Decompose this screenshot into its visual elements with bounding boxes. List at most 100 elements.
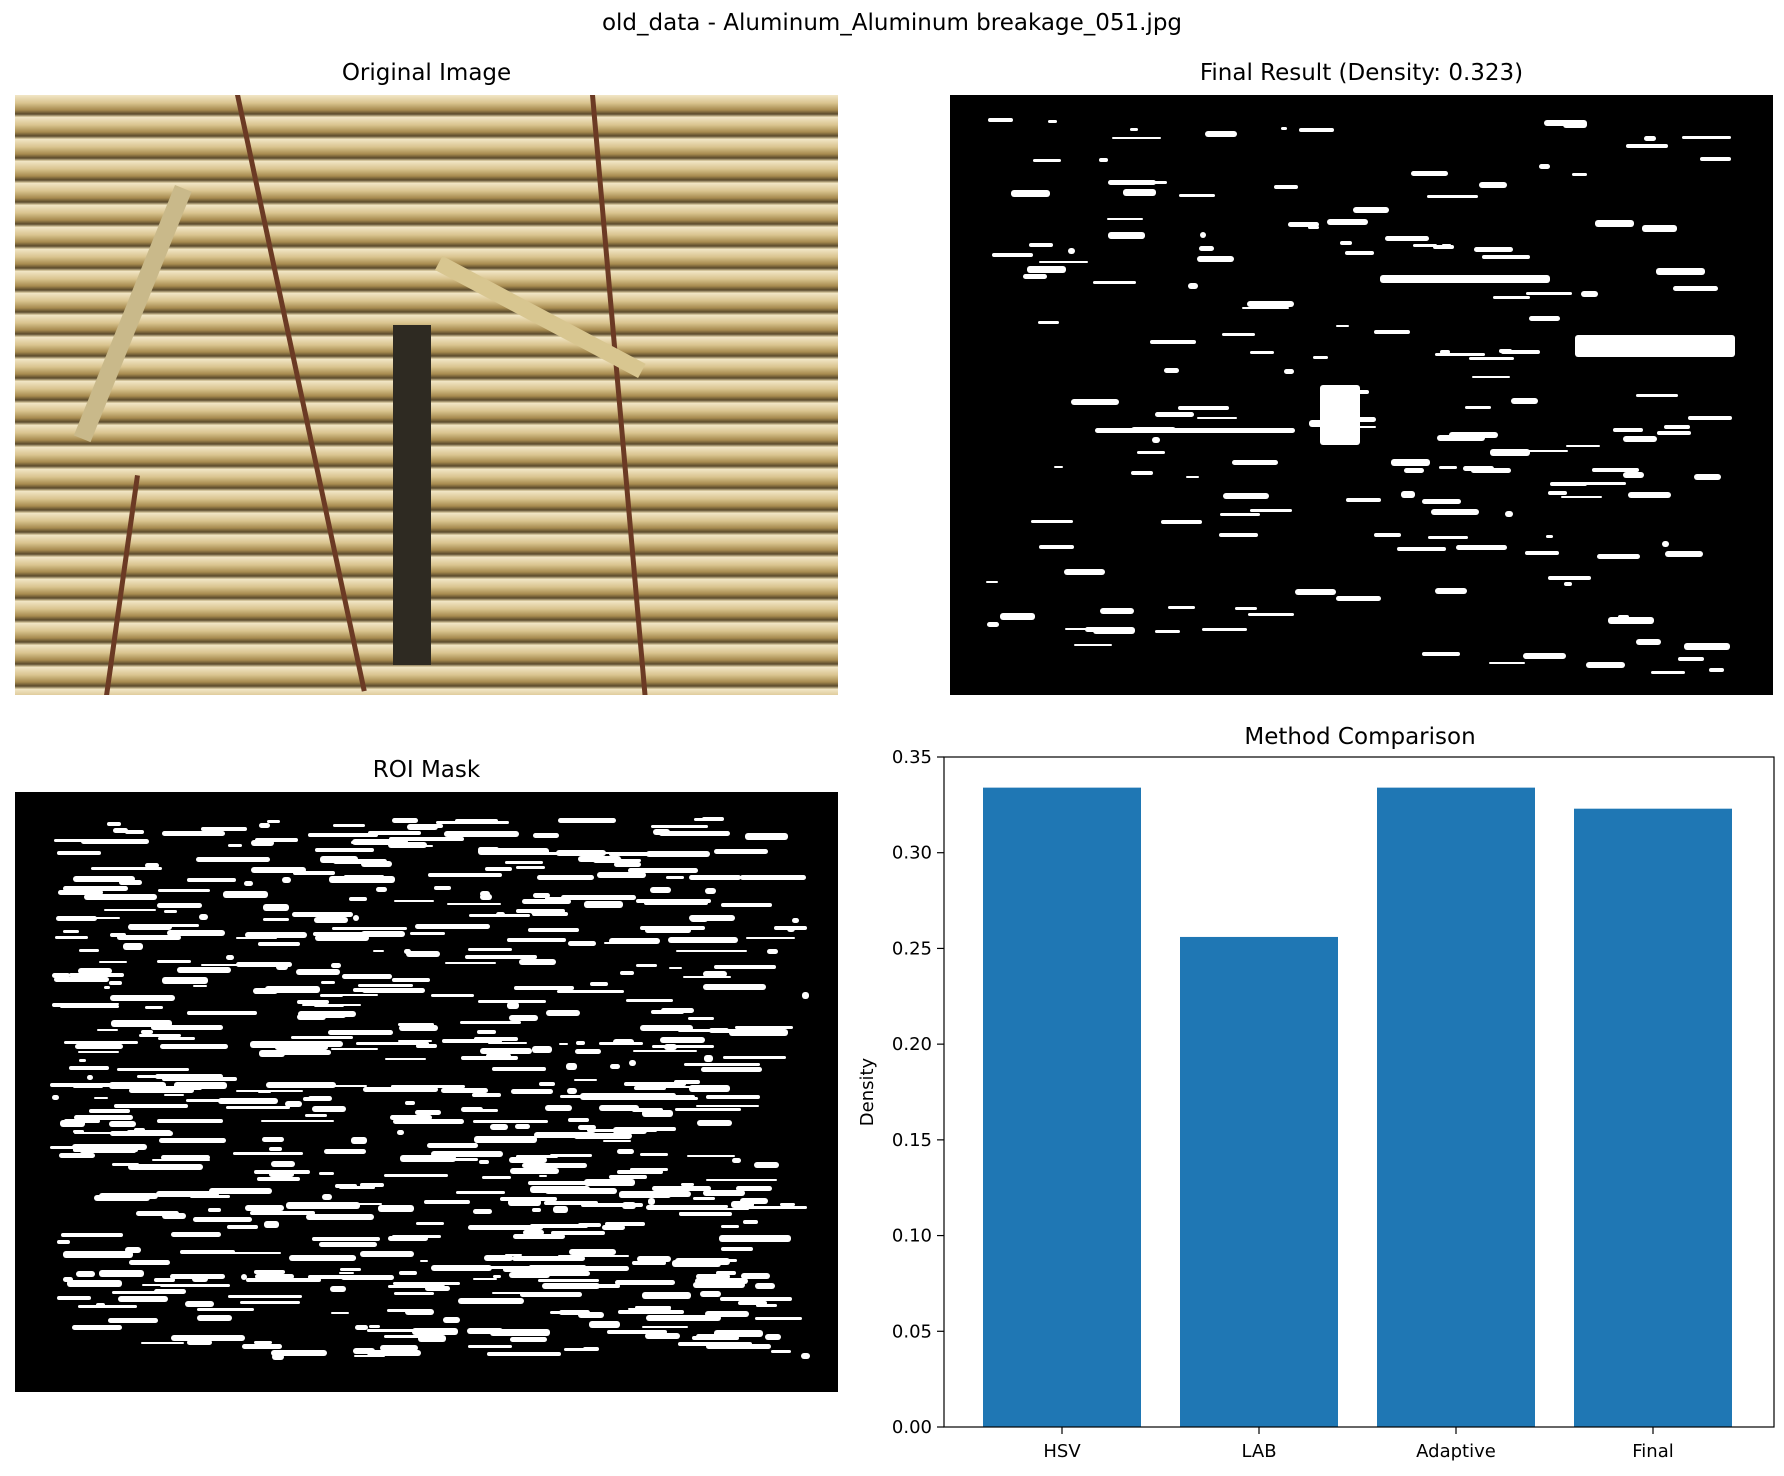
mask-blob xyxy=(255,837,298,843)
mask-blob xyxy=(243,881,254,887)
mask-blob xyxy=(333,823,366,828)
mask-blob xyxy=(632,1108,664,1112)
mask-blob xyxy=(186,1011,258,1016)
mask-streak xyxy=(1320,385,1360,445)
mask-blob xyxy=(487,1351,562,1356)
mask-blob xyxy=(987,622,999,627)
mask-blob xyxy=(564,1348,598,1352)
mask-blob xyxy=(1635,639,1661,645)
mask-blob xyxy=(141,1341,184,1345)
mask-blob xyxy=(62,886,128,892)
mask-blob xyxy=(766,949,778,954)
mask-blob xyxy=(639,1152,668,1157)
mask-blob xyxy=(1222,493,1270,500)
mask-blob xyxy=(645,1205,715,1210)
mask-blob xyxy=(68,1065,110,1071)
mask-blob xyxy=(685,1207,750,1210)
mask-blob xyxy=(1422,651,1460,656)
mask-blob xyxy=(332,927,407,931)
mask-blob xyxy=(1560,495,1602,499)
mask-blob xyxy=(319,1171,334,1175)
chart-title: Method Comparison xyxy=(1244,724,1475,750)
mask-blob xyxy=(385,1058,427,1061)
mask-blob xyxy=(755,1303,778,1307)
mask-blob xyxy=(1154,630,1180,633)
mask-blob xyxy=(72,1130,85,1133)
mask-blob xyxy=(1249,509,1293,513)
mask-blob xyxy=(669,967,682,970)
mask-blob xyxy=(1481,254,1531,259)
mask-blob xyxy=(1622,472,1644,478)
mask-blob xyxy=(1038,544,1075,549)
figure-suptitle: old_data - Aluminum_Aluminum breakage_05… xyxy=(601,10,1183,36)
roi-mask xyxy=(15,792,838,1392)
mask-blob xyxy=(1479,181,1508,189)
mask-blob xyxy=(312,931,387,936)
mask-blob xyxy=(139,1033,181,1038)
mask-blob xyxy=(56,1295,92,1301)
mask-blob xyxy=(1098,158,1109,163)
mask-blob xyxy=(355,1325,369,1331)
mask-blob xyxy=(1628,491,1672,499)
mask-blob xyxy=(538,1278,599,1283)
mask-blob xyxy=(545,1105,572,1111)
mask-blob xyxy=(435,820,510,824)
mask-blob xyxy=(240,1301,300,1304)
mask-blob xyxy=(552,1206,568,1213)
mask-blob xyxy=(642,1291,692,1299)
mask-blob xyxy=(628,1307,672,1311)
mask-blob xyxy=(399,1024,439,1032)
mask-blob xyxy=(338,1185,376,1189)
y-tick-label: 0.20 xyxy=(892,1034,932,1055)
mask-blob xyxy=(687,1016,715,1021)
mask-blob xyxy=(1688,416,1733,420)
mask-blob xyxy=(480,891,490,898)
mask-blob xyxy=(1511,397,1539,404)
mask-blob xyxy=(155,1190,220,1198)
mask-blob xyxy=(308,1274,355,1279)
mask-blob xyxy=(467,947,512,951)
mask-blob xyxy=(493,1274,501,1279)
mask-blob xyxy=(723,1055,786,1059)
mask-blob xyxy=(1054,466,1063,469)
mask-blob xyxy=(599,1104,639,1112)
mask-blob xyxy=(646,1314,721,1322)
mask-blob xyxy=(1500,350,1540,354)
mask-blob xyxy=(91,867,162,870)
mask-blob xyxy=(144,1005,164,1009)
mask-blob xyxy=(1287,222,1320,227)
mask-blob xyxy=(201,826,248,831)
mask-blob xyxy=(503,1266,574,1273)
mask-blob xyxy=(720,1296,793,1302)
mask-blob xyxy=(235,962,293,968)
mask-blob xyxy=(164,1093,185,1097)
mask-blob xyxy=(479,1160,489,1165)
mask-blob xyxy=(262,1050,331,1055)
mask-blob xyxy=(800,1352,810,1359)
mask-blob xyxy=(1248,612,1295,617)
mask-blob xyxy=(289,1255,356,1262)
mask-blob xyxy=(1274,184,1298,189)
mask-blob xyxy=(1462,465,1495,472)
mask-blob xyxy=(1608,617,1655,624)
mask-blob xyxy=(700,1290,722,1298)
mask-blob xyxy=(193,1216,252,1222)
mask-blob xyxy=(536,875,595,880)
mask-blob xyxy=(1246,300,1294,308)
mask-blob xyxy=(311,1237,381,1242)
mask-blob xyxy=(62,1250,133,1258)
mask-blob xyxy=(680,1183,695,1187)
mask-blob xyxy=(344,875,384,879)
mask-blob xyxy=(988,118,1013,122)
mask-blob xyxy=(703,984,767,991)
mask-blob xyxy=(617,1148,634,1155)
mask-blob xyxy=(529,909,551,915)
mask-blob xyxy=(551,1230,605,1235)
mask-blob xyxy=(107,822,122,827)
mask-blob xyxy=(532,833,560,839)
mask-blob xyxy=(1448,431,1499,438)
mask-blob xyxy=(739,1198,769,1204)
mask-blob xyxy=(350,1137,367,1144)
mask-blob xyxy=(74,1043,123,1049)
mask-blob xyxy=(531,1046,553,1053)
